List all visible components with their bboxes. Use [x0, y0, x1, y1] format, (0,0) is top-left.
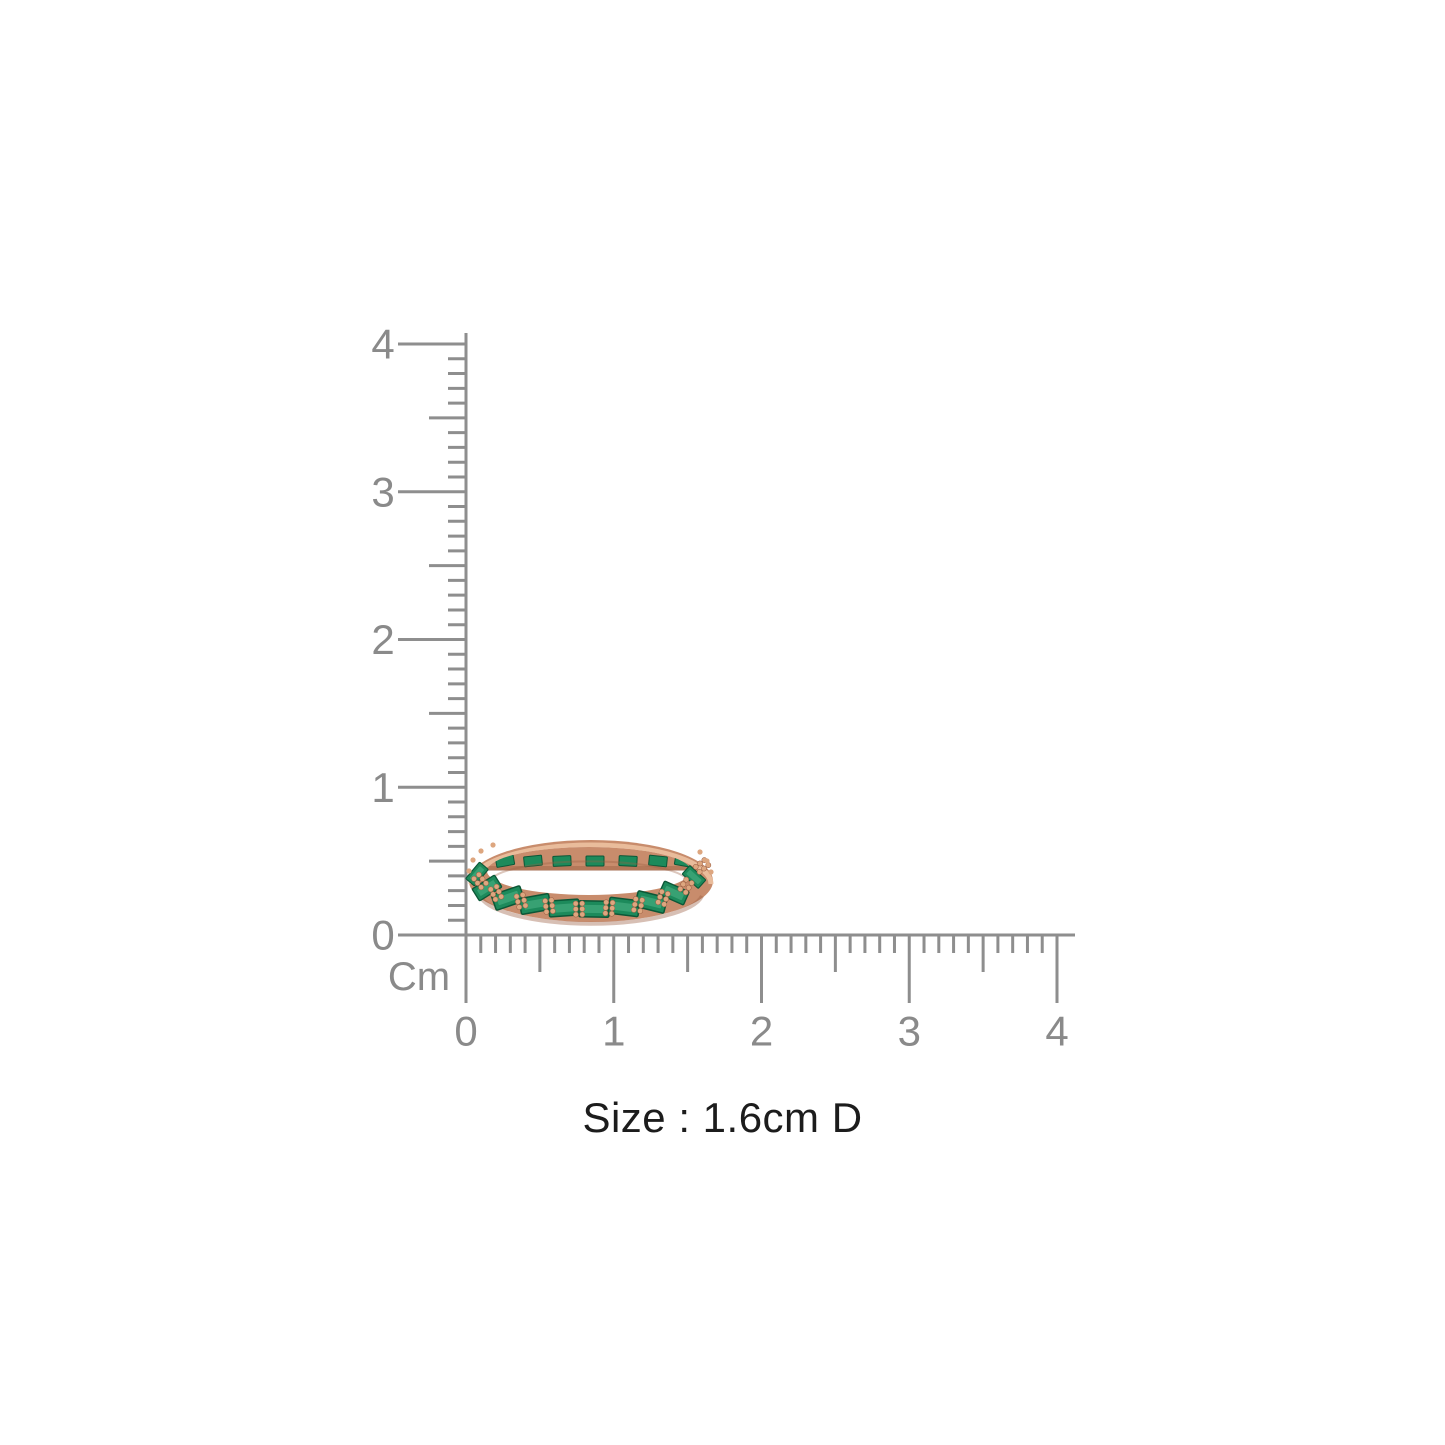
ring-inner-stone	[552, 855, 572, 867]
ring-baguette	[658, 880, 690, 906]
ruler-number: 0	[371, 912, 394, 959]
vertical-ruler-ticks	[398, 342, 466, 922]
ring-rim-prong	[697, 849, 703, 855]
vertical-ruler-labels: 0 1 2 3 4	[371, 321, 394, 959]
ring-prong-beads	[471, 857, 712, 918]
ring-baguette	[471, 874, 503, 902]
ring-bead-cluster	[602, 899, 616, 917]
horizontal-ruler-ticks	[479, 935, 1059, 1003]
ring-hole-edge	[491, 860, 687, 879]
ring-rim-prong	[466, 868, 472, 874]
ruler-number: 1	[371, 764, 394, 811]
ruler-number: 4	[1045, 1008, 1068, 1055]
ring-bead-cluster	[542, 897, 556, 915]
ring-photo	[465, 840, 714, 926]
ruler-number: 0	[454, 1008, 477, 1055]
ruler-number: 4	[371, 321, 394, 368]
ring-baguette	[547, 898, 581, 918]
ring-bead-cluster	[655, 888, 671, 908]
ruler-number: 3	[371, 468, 394, 515]
ruler-number: 1	[602, 1008, 625, 1055]
size-caption: Size : 1.6cm D	[582, 1094, 863, 1141]
ring-bead-cluster	[677, 876, 695, 896]
ring-rim-prong	[470, 857, 476, 863]
ring-silhouette-prongs	[466, 842, 714, 875]
ruler-number: 2	[750, 1008, 773, 1055]
ring-bead-cluster	[471, 871, 489, 891]
ring-bead-cluster	[513, 892, 529, 910]
ring-inner-far-band	[487, 847, 691, 871]
ruler-number: 2	[371, 616, 394, 663]
horizontal-ruler-labels: 0 1 2 3 4	[454, 1008, 1068, 1055]
ring-bead-cluster	[572, 900, 586, 918]
ring-rim-prong	[478, 848, 484, 854]
ring-rim-prong	[708, 869, 714, 875]
ring-inner-stone	[523, 854, 543, 868]
ring-rim-prong	[704, 858, 710, 864]
ring-rim-prong	[490, 842, 496, 848]
ring-bead-cluster	[487, 883, 505, 903]
ring-inner-stone	[585, 855, 605, 867]
ring-inner-stone	[648, 854, 668, 868]
ruler-unit-label: Cm	[388, 955, 450, 999]
ring-bead-cluster	[631, 896, 645, 914]
ruler-number: 3	[898, 1008, 921, 1055]
ring-inner-stone	[618, 855, 638, 867]
